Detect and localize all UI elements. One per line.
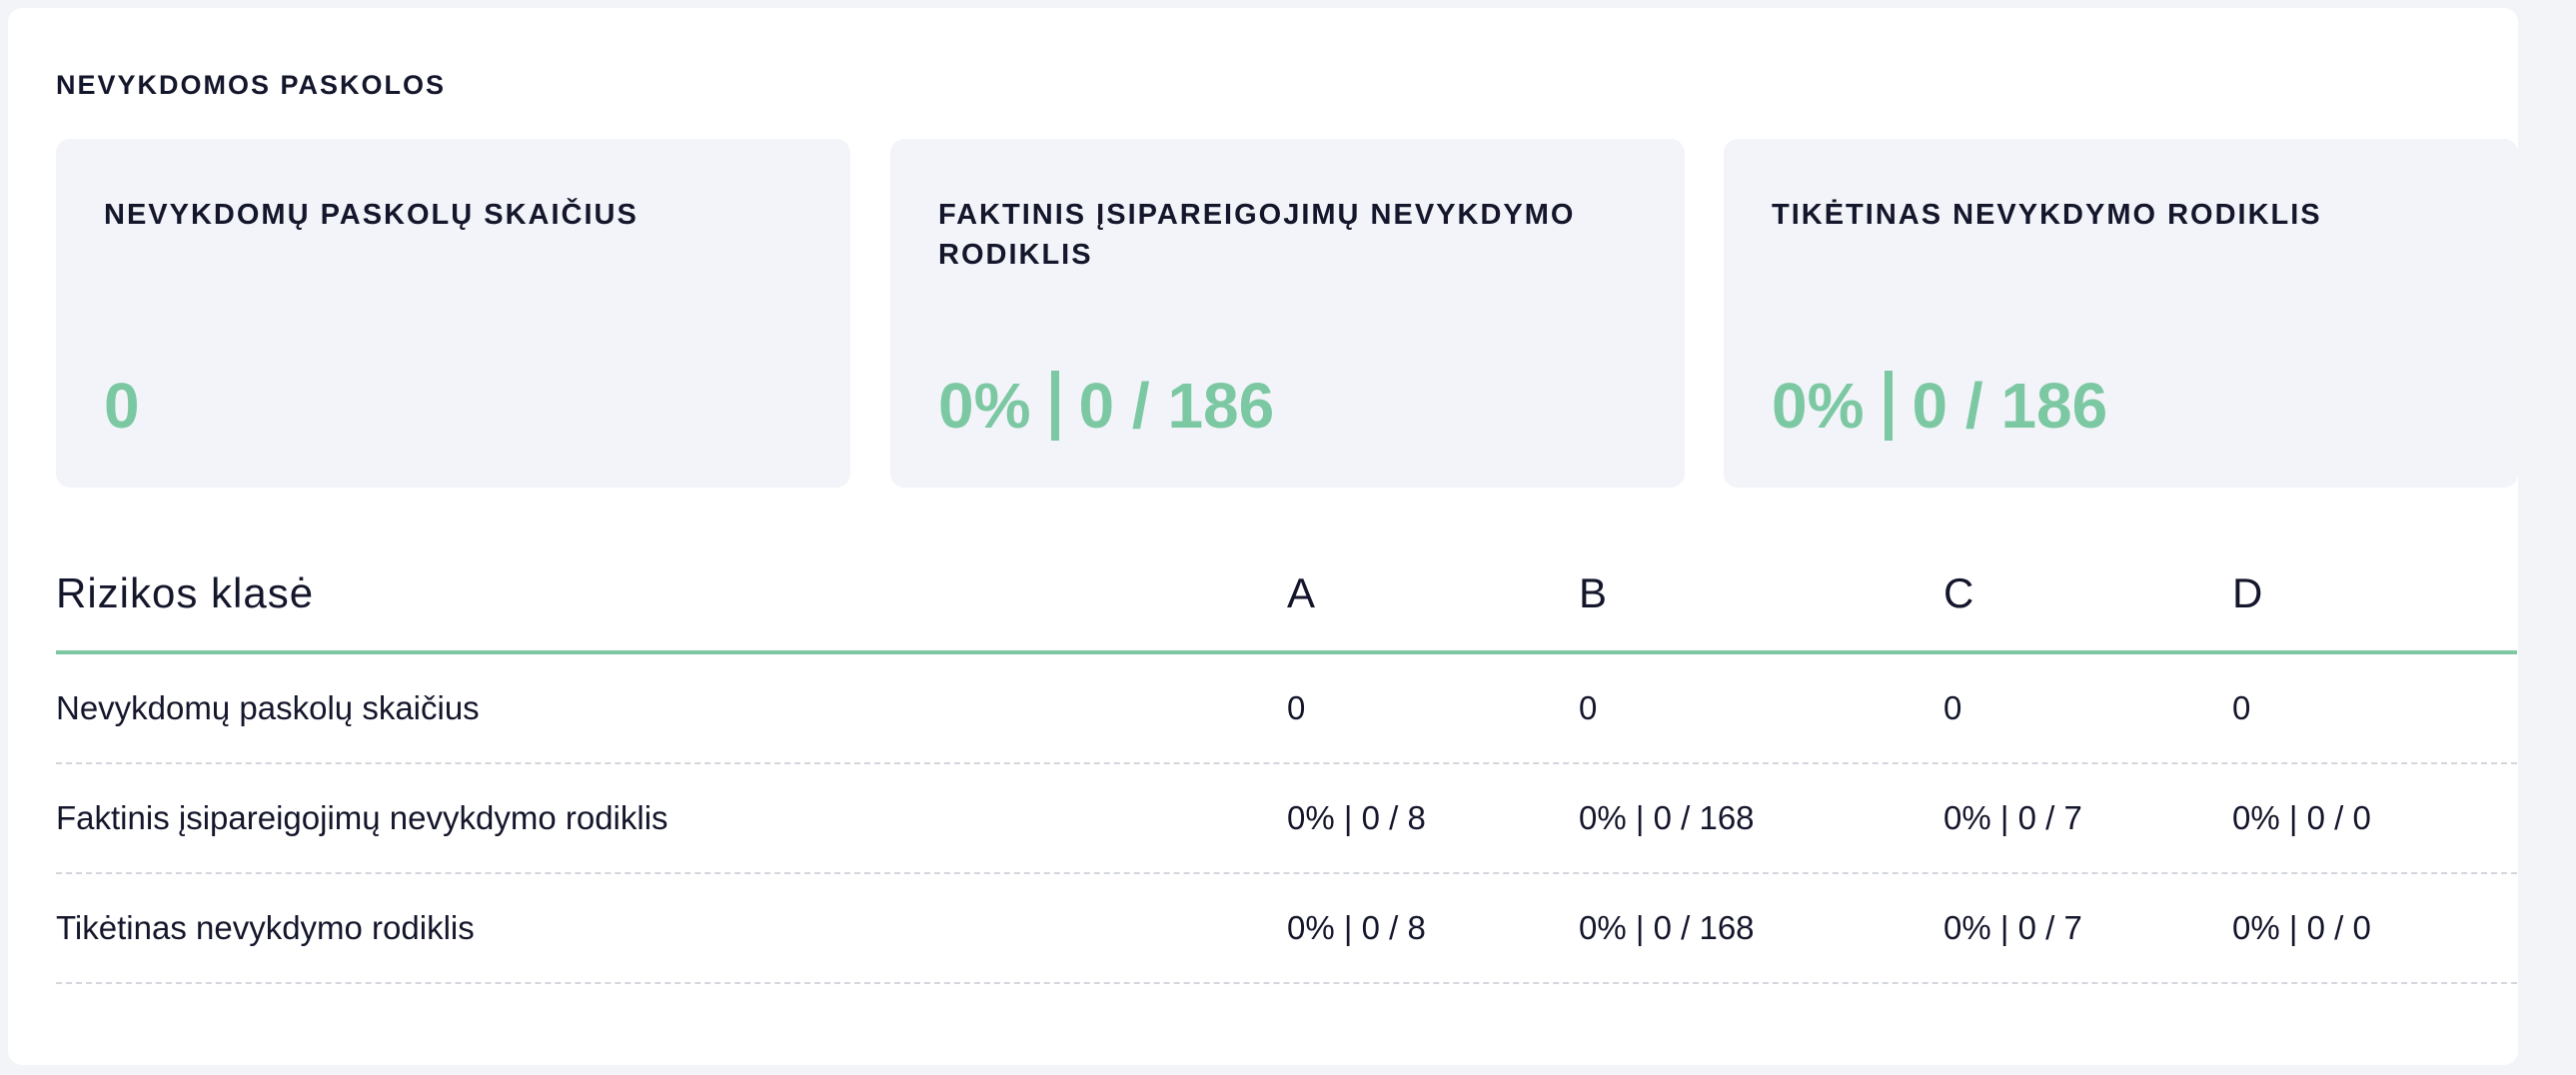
cell-a: 0 <box>1287 689 1306 726</box>
card-value-ratio: 0 / 186 <box>1912 370 2108 442</box>
cell-b: 0% | 0 / 168 <box>1579 909 1755 946</box>
card-value-percent: 0% <box>938 370 1031 442</box>
card-label: FAKTINIS ĮSIPAREIGOJIMŲ NEVYKDYMO RODIKL… <box>938 199 1576 271</box>
table-row: Tikėtinas nevykdymo rodiklis 0% | 0 / 8 … <box>56 874 2517 984</box>
card-defaulted-count: NEVYKDOMŲ PASKOLŲ SKAIČIUS 0 <box>56 139 850 488</box>
summary-cards: NEVYKDOMŲ PASKOLŲ SKAIČIUS 0 FAKTINIS ĮS… <box>56 139 2518 488</box>
cell-c: 0% | 0 / 7 <box>1943 909 2082 946</box>
cell-a: 0% | 0 / 8 <box>1287 909 1426 946</box>
cell-d: 0% | 0 / 0 <box>2232 799 2371 836</box>
card-label: TIKĖTINAS NEVYKDYMO RODIKLIS <box>1772 199 2322 231</box>
cell-a: 0% | 0 / 8 <box>1287 799 1426 836</box>
cell-c: 0% | 0 / 7 <box>1943 799 2082 836</box>
header-class-c: C <box>1943 569 1975 616</box>
table-header: Rizikos klasė A B C D <box>56 547 2517 654</box>
section-title: NEVYKDOMOS PASKOLOS <box>56 70 447 100</box>
card-value: 0% 0 / 186 <box>1772 371 2107 441</box>
card-value: 0 <box>104 371 140 441</box>
table-row: Nevykdomų paskolų skaičius 0 0 0 0 <box>56 654 2517 764</box>
row-label: Faktinis įsipareigojimų nevykdymo rodikl… <box>56 799 668 836</box>
card-value-ratio: 0 / 186 <box>1078 370 1275 442</box>
cell-c: 0 <box>1943 689 1962 726</box>
header-risk-class: Rizikos klasė <box>56 569 315 616</box>
value-separator <box>1050 371 1059 441</box>
value-separator <box>1884 371 1893 441</box>
header-class-d: D <box>2232 569 2264 616</box>
risk-class-table: Rizikos klasė A B C D Nevykdomų paskolų … <box>56 547 2517 984</box>
card-label: NEVYKDOMŲ PASKOLŲ SKAIČIUS <box>104 199 639 231</box>
card-value: 0% 0 / 186 <box>938 371 1274 441</box>
cell-d: 0 <box>2232 689 2251 726</box>
header-class-b: B <box>1579 569 1609 616</box>
row-label: Tikėtinas nevykdymo rodiklis <box>56 909 475 946</box>
card-expected-default-rate: TIKĖTINAS NEVYKDYMO RODIKLIS 0% 0 / 186 <box>1724 139 2518 488</box>
cell-b: 0% | 0 / 168 <box>1579 799 1755 836</box>
row-label: Nevykdomų paskolų skaičius <box>56 689 480 726</box>
card-value-number: 0 <box>104 370 140 442</box>
defaulted-loans-panel: NEVYKDOMOS PASKOLOS NEVYKDOMŲ PASKOLŲ SK… <box>8 8 2518 1065</box>
header-class-a: A <box>1287 569 1317 616</box>
cell-d: 0% | 0 / 0 <box>2232 909 2371 946</box>
card-actual-default-rate: FAKTINIS ĮSIPAREIGOJIMŲ NEVYKDYMO RODIKL… <box>890 139 1685 488</box>
card-value-percent: 0% <box>1772 370 1865 442</box>
cell-b: 0 <box>1579 689 1598 726</box>
table-row: Faktinis įsipareigojimų nevykdymo rodikl… <box>56 764 2517 874</box>
